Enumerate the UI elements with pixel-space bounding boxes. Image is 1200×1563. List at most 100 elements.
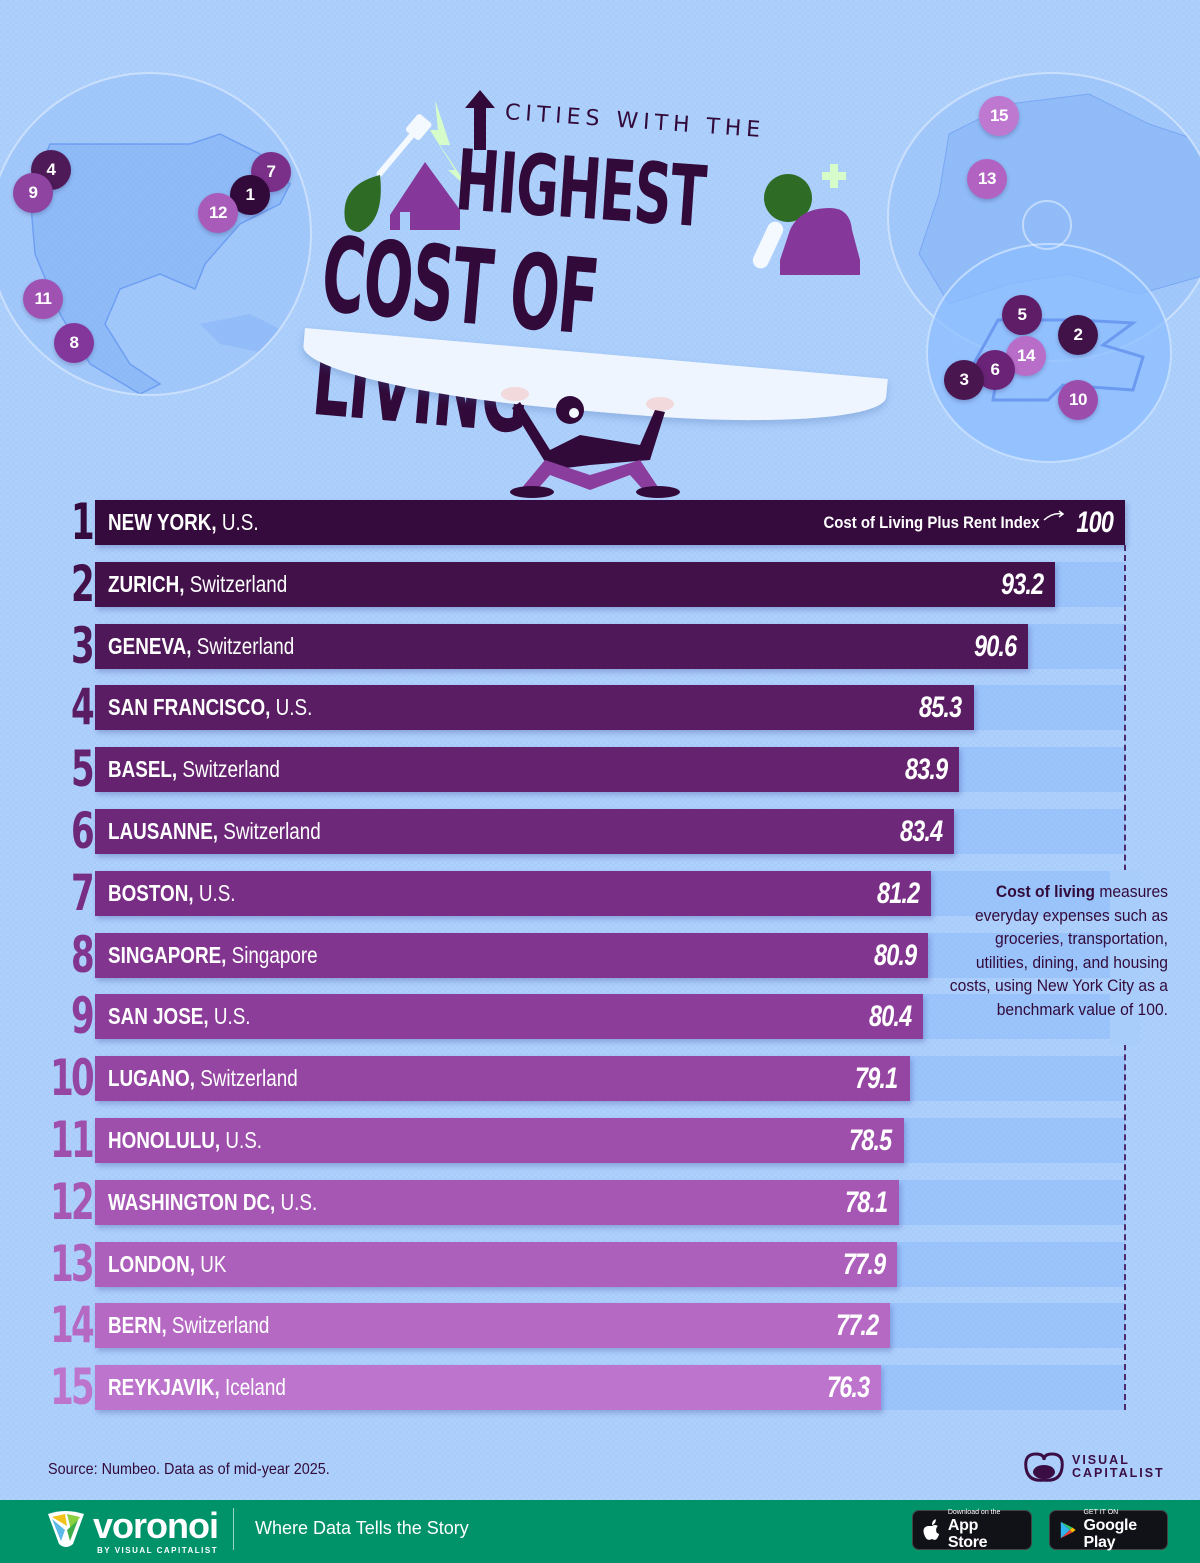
vc-line1: VISUAL xyxy=(1072,1453,1130,1467)
country-name: Switzerland xyxy=(171,1312,270,1339)
country-name: Switzerland xyxy=(223,818,321,844)
map-pin-rank-9[interactable]: 9 xyxy=(13,173,53,213)
chart-row: 2 ZURICH, Switzerland 93.2 xyxy=(0,558,1200,610)
city-name: SAN JOSE, xyxy=(108,1003,209,1030)
city-label: LONDON, UK xyxy=(108,1242,226,1287)
city-name: BOSTON, xyxy=(108,879,194,906)
bar[interactable] xyxy=(95,1365,881,1411)
bar[interactable] xyxy=(95,1179,900,1225)
google-play-button[interactable]: GET IT ON Google Play xyxy=(1049,1509,1168,1551)
google-play-icon xyxy=(1060,1521,1076,1539)
map-pin-rank-1[interactable]: 1 xyxy=(230,175,270,215)
bar-value: 80.4 xyxy=(868,1000,912,1034)
bar-value: 93.2 xyxy=(1000,567,1044,601)
map-pin-rank-15[interactable]: 15 xyxy=(979,96,1019,136)
chart-row: 9 SAN JOSE, U.S. 80.4 xyxy=(0,990,1200,1042)
visual-capitalist-logo[interactable]: VISUAL CAPITALIST xyxy=(1022,1450,1165,1484)
chart-row: 11 HONOLULU, U.S. 78.5 xyxy=(0,1114,1200,1166)
map-pin-rank-5[interactable]: 5 xyxy=(1002,295,1042,335)
bar[interactable] xyxy=(95,685,974,731)
chart-row: 12 WASHINGTON DC, U.S. 78.1 xyxy=(0,1176,1200,1228)
bar[interactable] xyxy=(95,932,929,978)
app-store-small: Download on the xyxy=(947,1509,1001,1516)
up-arrow-icon xyxy=(465,90,495,150)
city-label: SAN JOSE, U.S. xyxy=(108,994,251,1039)
bar-value: 90.6 xyxy=(973,629,1017,663)
bar[interactable] xyxy=(95,1303,891,1349)
bar[interactable] xyxy=(95,870,932,916)
country-name: U.S. xyxy=(221,509,259,535)
bar[interactable] xyxy=(95,1241,898,1287)
city-name: BASEL, xyxy=(108,756,178,783)
bar[interactable] xyxy=(95,623,1029,669)
rank-number: 1 xyxy=(71,493,95,551)
map-pin-rank-12[interactable]: 12 xyxy=(198,193,238,233)
rank-number: 6 xyxy=(71,802,95,860)
chart-row: 1 NEW YORK, U.S. 100 Cost of Living Plus Re… xyxy=(0,496,1200,548)
plus-icon xyxy=(822,164,846,188)
country-name: Switzerland xyxy=(182,756,280,783)
country-name: U.S. xyxy=(213,1003,251,1030)
bar-value: 80.9 xyxy=(873,938,917,972)
leaf-icon xyxy=(344,175,381,232)
map-pin-rank-10[interactable]: 10 xyxy=(1058,380,1098,420)
city-name: LONDON, xyxy=(108,1250,195,1277)
switzerland-locator xyxy=(1022,200,1072,250)
bar-value: 79.1 xyxy=(855,1062,898,1096)
curved-arrow-icon xyxy=(1043,510,1065,521)
fork-icon xyxy=(376,114,432,177)
bar[interactable] xyxy=(95,500,1125,545)
chart-row: 6 LAUSANNE, Switzerland 83.4 xyxy=(0,805,1200,857)
city-label: LAUSANNE, Switzerland xyxy=(108,809,321,854)
app-store-button[interactable]: Download on the App Store xyxy=(912,1509,1032,1551)
country-name: U.S. xyxy=(280,1188,318,1215)
map-pin-rank-2[interactable]: 2 xyxy=(1058,315,1098,355)
country-name: U.S. xyxy=(275,694,313,721)
bar-value: 78.5 xyxy=(849,1124,892,1157)
bar[interactable] xyxy=(95,561,1055,607)
bar-value: 83.9 xyxy=(904,753,948,787)
person-lifting-icon xyxy=(501,387,680,498)
bar[interactable] xyxy=(95,1118,904,1163)
voronoi-icon xyxy=(48,1511,84,1547)
bar[interactable] xyxy=(95,747,960,793)
bar-value: 85.3 xyxy=(919,691,962,725)
voronoi-by: BY VISUAL CAPITALIST xyxy=(97,1546,219,1555)
chart-row: 4 SAN FRANCISCO, U.S. 85.3 xyxy=(0,681,1200,733)
north-america-land-icon xyxy=(29,133,291,394)
bar-value: 76.3 xyxy=(826,1371,869,1405)
city-name: SAN FRANCISCO, xyxy=(108,694,271,721)
map-pin-rank-8[interactable]: 8 xyxy=(54,323,94,363)
rank-number: 2 xyxy=(71,554,95,613)
map-pin-rank-13[interactable]: 13 xyxy=(967,159,1007,199)
city-name: BERN, xyxy=(108,1312,167,1339)
city-label: BERN, Switzerland xyxy=(108,1303,269,1348)
switzerland-outline-icon xyxy=(970,318,1145,402)
rank-number: 7 xyxy=(71,863,95,922)
footer-bar: voronoi BY VISUAL CAPITALIST Where Data … xyxy=(0,1500,1200,1563)
bar[interactable] xyxy=(95,1056,910,1102)
bar[interactable] xyxy=(95,994,924,1040)
city-label: GENEVA, Switzerland xyxy=(108,624,294,669)
rank-number: 13 xyxy=(50,1234,95,1293)
lightning-icon xyxy=(430,100,470,190)
chart-row: 10 LUGANO, Switzerland 79.1 xyxy=(0,1052,1200,1104)
city-name: LAUSANNE, xyxy=(108,818,219,844)
index-label: Cost of Living Plus Rent Index xyxy=(823,513,1040,532)
country-name: Switzerland xyxy=(200,1065,298,1092)
map-pin-rank-3[interactable]: 3 xyxy=(944,360,984,400)
city-name: GENEVA, xyxy=(108,632,192,659)
country-name: U.S. xyxy=(225,1127,263,1153)
chart-row: 7 BOSTON, U.S. 81.2 xyxy=(0,867,1200,919)
city-label: REYKJAVIK, Iceland xyxy=(108,1365,286,1410)
rank-number: 5 xyxy=(71,740,95,799)
voronoi-logo[interactable]: voronoi BY VISUAL CAPITALIST xyxy=(45,1508,219,1555)
bar[interactable] xyxy=(95,809,955,854)
city-label: LUGANO, Switzerland xyxy=(108,1056,298,1101)
city-name: NEW YORK, xyxy=(108,509,217,535)
bar-value: 81.2 xyxy=(876,876,920,910)
rank-number: 14 xyxy=(50,1296,95,1355)
rank-number: 10 xyxy=(50,1049,95,1108)
map-pin-rank-11[interactable]: 11 xyxy=(23,279,63,319)
city-name: REYKJAVIK, xyxy=(108,1374,220,1401)
